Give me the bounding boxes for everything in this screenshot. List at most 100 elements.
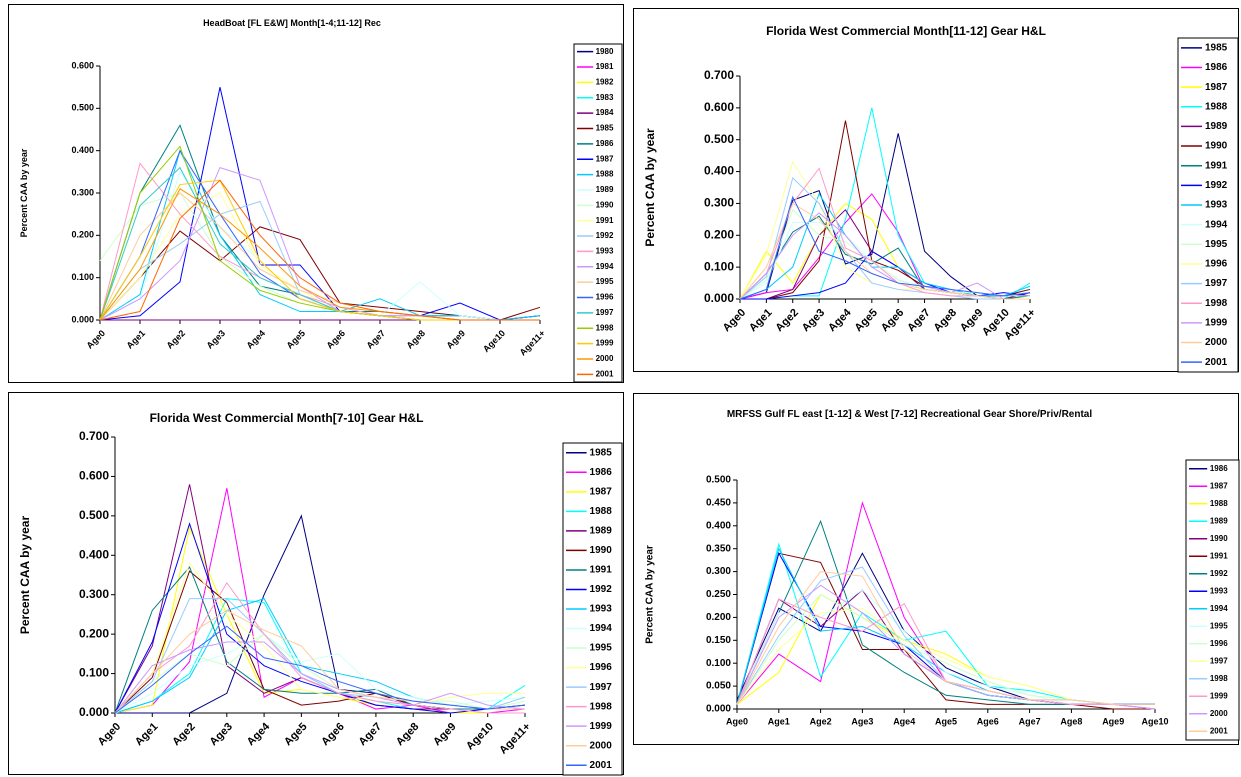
legend-label: 1988 bbox=[1205, 101, 1228, 112]
legend-label: 1998 bbox=[590, 701, 613, 712]
chart-title: Florida West Commercial Month[7-10] Gear… bbox=[149, 411, 424, 425]
legend-label: 1989 bbox=[596, 185, 614, 194]
y-tick-label: 0.100 bbox=[71, 272, 94, 282]
legend-label: 1996 bbox=[590, 662, 613, 673]
x-tick-label: Age3 bbox=[800, 307, 828, 335]
series-line bbox=[114, 581, 525, 714]
y-tick-label: 0.400 bbox=[71, 145, 94, 155]
series-line bbox=[114, 522, 525, 714]
series-line bbox=[736, 607, 1156, 710]
legend-label: 1988 bbox=[1210, 499, 1228, 508]
series-line bbox=[736, 584, 1156, 710]
legend-label: 1990 bbox=[1205, 141, 1228, 152]
legend-label: 1992 bbox=[1210, 569, 1228, 578]
x-tick-label: Age1 bbox=[124, 328, 147, 351]
legend-label: 2001 bbox=[1205, 357, 1228, 368]
y-axis-label: Percent CAA by year bbox=[18, 516, 32, 635]
y-tick-label: 0.200 bbox=[71, 230, 94, 240]
x-tick-label: Age5 bbox=[282, 721, 310, 749]
legend-label: 1998 bbox=[596, 323, 614, 332]
y-tick-label: 0.300 bbox=[704, 196, 734, 210]
x-tick-label: Age7 bbox=[1019, 716, 1041, 726]
y-tick-label: 0.000 bbox=[79, 705, 109, 719]
legend-label: 1984 bbox=[596, 108, 614, 117]
legend-label: 1990 bbox=[596, 200, 614, 209]
chart-frame bbox=[8, 4, 624, 383]
y-tick-label: 0.600 bbox=[79, 469, 109, 483]
y-tick-label: 0.600 bbox=[704, 100, 734, 114]
x-tick-label: Age9 bbox=[431, 721, 459, 749]
y-tick-label: 0.700 bbox=[79, 429, 109, 443]
legend-label: 1987 bbox=[596, 154, 614, 163]
series-line bbox=[736, 566, 1156, 710]
series-line bbox=[736, 552, 1155, 710]
x-tick-label: Age8 bbox=[394, 721, 422, 749]
series-line bbox=[114, 633, 526, 714]
legend-label: 1989 bbox=[1210, 516, 1228, 525]
y-tick-label: 0.200 bbox=[706, 612, 731, 623]
x-tick-label: Age8 bbox=[932, 307, 960, 335]
legend-label: 1992 bbox=[1205, 180, 1228, 191]
legend-label: 1986 bbox=[590, 467, 613, 478]
legend-label: 2000 bbox=[1210, 709, 1228, 718]
series-line bbox=[114, 484, 525, 714]
series-line bbox=[736, 571, 1155, 705]
legend-label: 1997 bbox=[596, 308, 614, 317]
y-tick-label: 0.200 bbox=[79, 626, 109, 640]
series-line bbox=[114, 625, 526, 714]
series-line bbox=[736, 542, 1156, 710]
legend-label: 2000 bbox=[596, 354, 614, 363]
legend-label: 1981 bbox=[596, 62, 614, 71]
x-tick-label: Age3 bbox=[207, 721, 235, 749]
legend-label: 1993 bbox=[590, 604, 613, 615]
y-tick-label: 0.250 bbox=[706, 589, 731, 600]
y-tick-label: 0.500 bbox=[706, 475, 731, 486]
legend-label: 1995 bbox=[596, 277, 614, 286]
legend-label: 1996 bbox=[1210, 639, 1228, 648]
legend-label: 1991 bbox=[590, 565, 613, 576]
legend-label: 1996 bbox=[596, 293, 614, 302]
series-line bbox=[739, 192, 1031, 300]
legend-label: 1986 bbox=[1210, 464, 1228, 473]
legend-label: 1986 bbox=[1205, 62, 1228, 73]
legend-label: 1999 bbox=[1210, 691, 1228, 700]
legend-label: 1999 bbox=[1205, 318, 1228, 329]
x-tick-label: Age5 bbox=[935, 716, 957, 726]
legend-label: 2001 bbox=[1210, 726, 1228, 735]
x-tick-label: Age7 bbox=[364, 328, 387, 351]
series-line bbox=[114, 562, 525, 714]
y-tick-label: 0.500 bbox=[79, 508, 109, 522]
x-tick-label: Age0 bbox=[726, 716, 748, 726]
series-line bbox=[114, 641, 526, 714]
y-tick-label: 0.500 bbox=[704, 132, 734, 146]
x-tick-label: Age5 bbox=[852, 307, 880, 335]
series-line bbox=[739, 202, 1030, 300]
legend-label: 2001 bbox=[596, 369, 614, 378]
legend-label: 1991 bbox=[1205, 160, 1228, 171]
x-tick-label: Age0 bbox=[96, 721, 124, 749]
legend-label: 1989 bbox=[590, 526, 613, 537]
legend-label: 1987 bbox=[1210, 481, 1228, 490]
x-tick-label: Age4 bbox=[245, 720, 273, 748]
legend-label: 1988 bbox=[590, 506, 613, 517]
x-tick-label: Age6 bbox=[324, 328, 347, 351]
y-tick-label: 0.500 bbox=[71, 103, 94, 113]
legend-label: 2000 bbox=[1205, 337, 1228, 348]
x-tick-label: Age10 bbox=[1141, 716, 1168, 726]
legend-label: 1993 bbox=[1205, 200, 1228, 211]
series-line bbox=[99, 87, 541, 321]
y-tick-label: 0.600 bbox=[71, 60, 94, 70]
y-axis-label: Percent CAA by year bbox=[643, 128, 657, 247]
chart-frame bbox=[8, 392, 624, 775]
y-tick-label: 0.150 bbox=[706, 635, 731, 646]
x-tick-label: Age1 bbox=[768, 716, 790, 726]
legend-label: 1998 bbox=[1205, 298, 1228, 309]
series-line bbox=[739, 212, 1030, 300]
x-tick-label: Age1 bbox=[133, 721, 161, 749]
x-tick-label: Age7 bbox=[357, 721, 385, 749]
legend-label: 1982 bbox=[596, 78, 614, 87]
x-tick-label: Age11+ bbox=[497, 721, 533, 757]
x-tick-label: Age3 bbox=[204, 328, 227, 351]
legend-label: 1992 bbox=[590, 584, 613, 595]
